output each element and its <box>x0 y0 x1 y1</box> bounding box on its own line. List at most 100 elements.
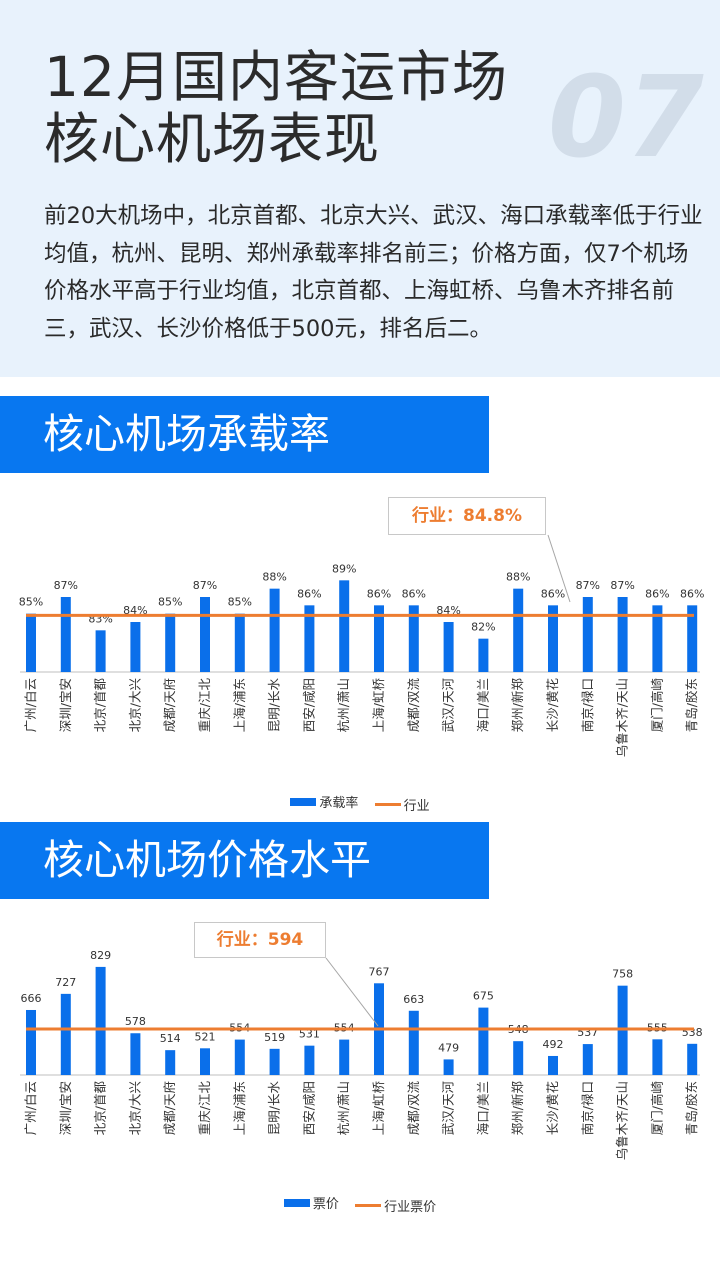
data-label: 492 <box>543 1038 564 1051</box>
data-label: 479 <box>438 1041 459 1054</box>
price-industry-callout: 行业：594 <box>194 922 326 958</box>
category-label: 海口/美兰 <box>475 1081 490 1135</box>
page-title: 12月国内客运市场 核心机场表现 <box>44 46 508 170</box>
category-label: 武汉/天河 <box>441 1081 456 1136</box>
data-label: 86% <box>367 587 391 600</box>
bar <box>617 597 628 672</box>
category-label: 深圳/宝安 <box>58 678 73 732</box>
category-label: 成都/双流 <box>406 678 421 733</box>
page-number: 07 <box>548 53 704 183</box>
category-label: 成都/天府 <box>162 1081 177 1135</box>
data-label: 84% <box>123 604 147 617</box>
bar <box>26 1009 36 1075</box>
bar <box>60 597 71 672</box>
legend-bar-swatch <box>290 797 317 806</box>
price-legend: 票价 行业票价 <box>0 1193 720 1215</box>
category-label: 北京/首都 <box>93 678 108 733</box>
bar <box>548 605 558 672</box>
bar <box>443 622 454 672</box>
data-label: 89% <box>332 562 356 575</box>
bar <box>687 605 698 672</box>
data-label: 727 <box>55 976 76 989</box>
price-chart-svg: 666 广州/白云 727 深圳/宝安 829 北京/首都 578 北京/大兴 514 成都/天府… <box>20 949 703 1160</box>
bar <box>200 597 210 672</box>
category-label: 厦门/高崎 <box>649 1081 664 1136</box>
data-label: 87% <box>193 579 217 592</box>
data-label: 86% <box>402 587 426 600</box>
category-label: 武汉/天河 <box>441 678 456 733</box>
category-label: 昆明/长水 <box>267 1081 282 1136</box>
bar <box>60 993 71 1075</box>
bar <box>130 622 141 672</box>
bar <box>687 1043 698 1075</box>
legend-label-price: 票价 <box>312 1197 339 1212</box>
data-label: 87% <box>54 579 78 592</box>
bar <box>165 613 176 672</box>
bar <box>374 605 384 672</box>
category-label: 海口/美兰 <box>475 678 490 732</box>
bar <box>582 1044 593 1075</box>
bar <box>513 1041 524 1075</box>
category-label: 长沙/黄花 <box>545 1081 560 1135</box>
legend-label-industry-price: 行业票价 <box>384 1199 437 1215</box>
data-label: 758 <box>612 968 633 981</box>
category-label: 上海/浦东 <box>232 1081 247 1135</box>
data-label: 84% <box>436 604 460 617</box>
load-rate-banner: 核心机场承载率 <box>0 396 489 473</box>
category-label: 北京/大兴 <box>127 678 142 732</box>
legend-item-industry-price: 行业票价 <box>355 1196 436 1215</box>
data-label: 767 <box>369 965 390 978</box>
category-label: 南京/禄口 <box>580 678 595 732</box>
load-rate-chart-svg: 85%广州/白云87%深圳/宝安83%北京/首都84%北京/大兴85%成都/天府… <box>19 534 704 757</box>
data-label: 85% <box>19 596 43 609</box>
category-label: 乌鲁木齐/天山 <box>615 678 630 757</box>
category-label: 乌鲁木齐/天山 <box>615 1081 630 1160</box>
bar <box>443 1059 454 1075</box>
bar <box>130 1033 141 1075</box>
data-label: 666 <box>21 992 42 1005</box>
bar <box>304 1045 315 1075</box>
bar <box>95 966 106 1075</box>
bar <box>652 1039 663 1075</box>
summary-text: 前20大机场中，北京首都、北京大兴、武汉、海口承载率低于行业均值，杭州、昆明、郑… <box>44 203 703 342</box>
category-label: 厦门/高崎 <box>649 678 664 733</box>
legend-line-swatch <box>355 1203 382 1207</box>
category-label: 北京/首都 <box>93 1081 108 1136</box>
bar <box>26 613 36 672</box>
legend-label-load: 承载率 <box>319 796 359 811</box>
bar <box>234 1039 245 1075</box>
data-label: 663 <box>403 993 424 1006</box>
bar <box>234 613 245 672</box>
data-label: 87% <box>576 579 600 592</box>
category-label: 长沙/黄花 <box>545 678 560 732</box>
callout-leader-line <box>547 534 571 603</box>
data-label: 829 <box>90 949 111 962</box>
legend-label-industry: 行业 <box>403 798 430 814</box>
data-label: 88% <box>506 571 530 584</box>
header-panel: 12月国内客运市场 核心机场表现 07 前20大机场中，北京首都、北京大兴、武汉… <box>0 0 720 377</box>
category-label: 青岛/胶东 <box>684 1081 699 1135</box>
data-label: 86% <box>541 587 565 600</box>
category-label: 重庆/江北 <box>197 678 212 733</box>
category-label: 广州/白云 <box>23 678 38 732</box>
bar <box>165 1050 176 1075</box>
price-banner: 核心机场价格水平 <box>0 822 489 899</box>
title-line-1: 12月国内客运市场 <box>44 45 508 109</box>
legend-bar-swatch <box>283 1198 310 1207</box>
category-label: 郑州/新郑 <box>510 1081 525 1136</box>
data-label: 86% <box>680 587 704 600</box>
bar <box>478 1007 489 1075</box>
title-line-2: 核心机场表现 <box>44 107 381 171</box>
data-label: 519 <box>264 1031 285 1044</box>
category-label: 杭州/萧山 <box>336 678 351 732</box>
load-rate-chart: 85% 广州/白云 87% 深圳/宝安 83% 北京/首都 84% 北京/大兴 85% 成都/天府… <box>0 480 720 820</box>
bar <box>269 1048 280 1075</box>
data-label: 88% <box>262 571 286 584</box>
legend-item-load: 承载率 <box>290 792 358 811</box>
bar <box>652 605 663 672</box>
bar <box>339 580 350 672</box>
bar <box>200 1048 210 1075</box>
legend-item-price: 票价 <box>283 1193 339 1212</box>
category-label: 成都/天府 <box>162 678 177 732</box>
legend-item-industry: 行业 <box>374 795 430 814</box>
